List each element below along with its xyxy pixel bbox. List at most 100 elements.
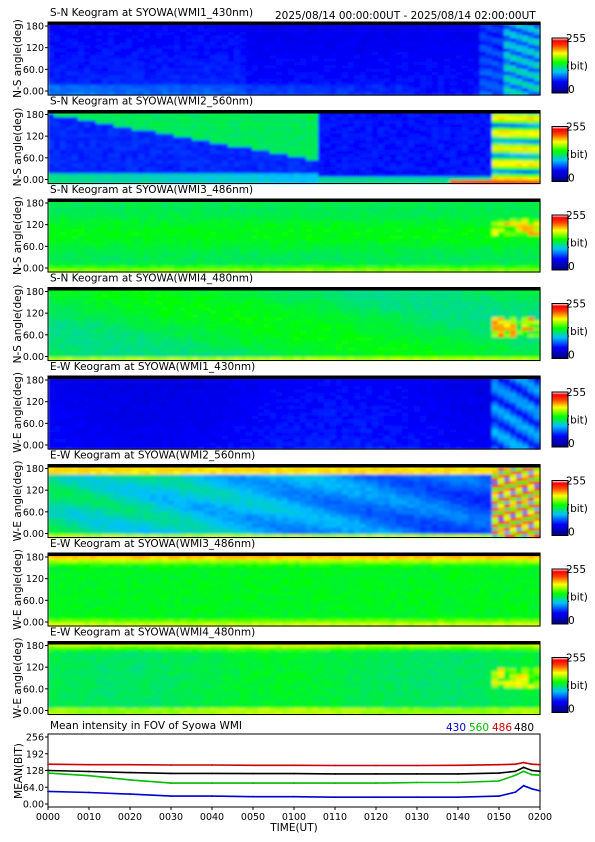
mean-point-486 (129, 764, 131, 766)
keogram-y-tick-label: 60.0 (23, 153, 44, 164)
keogram-y-tick-label: 0.00 (23, 352, 44, 363)
mean-panel-title: Mean intensity in FOV of Syowa WMI (50, 720, 242, 732)
colorbar-unit-label: (bit) (566, 238, 588, 250)
colorbar-max-label: 255 (566, 476, 586, 488)
mean-point-486 (531, 763, 533, 765)
keogram-y-tick-label: 0.00 (23, 706, 44, 717)
keogram-image (48, 199, 541, 273)
mean-x-tick-label: 0140 (446, 812, 470, 823)
mean-y-label: MEAN(BIT) (13, 743, 25, 799)
legend-label-430: 430 (446, 722, 466, 734)
mean-point-486 (457, 764, 459, 766)
mean-point-560 (515, 774, 517, 776)
keogram-title: E-W Keogram at SYOWA(WMI2_560nm) (50, 450, 255, 462)
mean-point-430 (47, 791, 49, 793)
mean-x-tick-label: 0000 (36, 812, 60, 823)
keogram-y-tick-label: 180 (26, 22, 44, 33)
keogram-title: S-N Keogram at SYOWA(WMI4_480nm) (50, 273, 253, 285)
mean-point-486 (293, 764, 295, 766)
mean-point-486 (523, 762, 525, 764)
keogram-y-tick-label: 120 (26, 220, 44, 231)
keogram-y-tick-label: 120 (26, 43, 44, 54)
mean-point-480 (539, 770, 541, 772)
keogram-panel: S-N Keogram at SYOWA(WMI4_480nm) 180 120 60… (12, 273, 588, 364)
keogram-y-tick-label: 60.0 (23, 684, 44, 695)
mean-point-560 (375, 782, 377, 784)
keogram-title: S-N Keogram at SYOWA(WMI2_560nm) (50, 96, 253, 108)
keogram-image (48, 111, 541, 185)
colorbar-min-label: 0 (568, 350, 575, 362)
colorbar-unit-label: (bit) (566, 592, 588, 604)
keogram-image (48, 22, 541, 96)
mean-point-480 (416, 773, 418, 775)
colorbar-max-label: 255 (566, 299, 586, 311)
keogram-y-label: W-E angle(deg) (12, 549, 24, 630)
mean-point-560 (539, 774, 541, 776)
colorbar-max-label: 255 (566, 122, 586, 134)
mean-x-tick-label: 0110 (323, 812, 347, 823)
keogram-y-tick-label: 120 (26, 663, 44, 674)
keogram-y-tick-label: 0.00 (23, 618, 44, 629)
keogram-y-tick-label: 60.0 (23, 419, 44, 430)
colorbar-unit-label: (bit) (566, 326, 588, 338)
mean-x-tick-label: 0130 (405, 812, 429, 823)
legend-label-480: 480 (514, 722, 534, 734)
keogram-title: E-W Keogram at SYOWA(WMI1_430nm) (50, 361, 255, 373)
keogram-y-tick-label: 180 (26, 464, 44, 475)
mean-x-tick-label: 0020 (118, 812, 142, 823)
mean-point-560 (129, 779, 131, 781)
colorbar-max-label: 255 (566, 210, 586, 222)
keogram-y-tick-label: 60.0 (23, 242, 44, 253)
mean-y-tick-label: 64.0 (23, 783, 44, 794)
keogram-y-label: W-E angle(deg) (12, 372, 24, 453)
mean-point-430 (531, 788, 533, 790)
keogram-y-tick-label: 120 (26, 574, 44, 585)
colorbar-min-label: 0 (568, 615, 575, 627)
legend-label-486: 486 (492, 722, 512, 734)
mean-point-560 (252, 782, 254, 784)
keogram-y-tick-label: 0.00 (23, 87, 44, 98)
mean-point-560 (293, 782, 295, 784)
colorbar-unit-label: (bit) (566, 149, 588, 161)
mean-point-486 (170, 764, 172, 766)
colorbar-max-label: 255 (566, 387, 586, 399)
mean-point-480 (170, 773, 172, 775)
keogram-y-tick-label: 0.00 (23, 264, 44, 275)
keogram-image (48, 376, 541, 450)
keogram-y-tick-label: 120 (26, 397, 44, 408)
keogram-title: S-N Keogram at SYOWA(WMI3_486nm) (50, 184, 253, 196)
colorbar-unit-label: (bit) (566, 680, 588, 692)
colorbar-max-label: 255 (566, 653, 586, 665)
mean-point-486 (416, 765, 418, 767)
mean-point-430 (515, 791, 517, 793)
keogram-panel: S-N Keogram at SYOWA(WMI2_560nm)18012060… (12, 96, 588, 187)
mean-point-486 (252, 764, 254, 766)
mean-point-486 (211, 764, 213, 766)
keogram-panel: E-W Keogram at SYOWA(WMI4_480nm) 180 120 60… (12, 627, 588, 719)
mean-y-tick-label: 192 (26, 749, 44, 760)
mean-y-tick-label: 128 (26, 766, 44, 777)
mean-point-480 (334, 773, 336, 775)
mean-point-430 (498, 795, 500, 797)
mean-point-486 (47, 763, 49, 765)
keogram-y-tick-label: 120 (26, 309, 44, 320)
keogram-title: E-W Keogram at SYOWA(WMI3_486nm) (50, 538, 255, 550)
mean-point-480 (129, 772, 131, 774)
mean-point-486 (539, 764, 541, 766)
colorbar-min-label: 0 (568, 173, 575, 185)
keogram-y-label: N-S angle(deg) (12, 108, 24, 187)
mean-x-tick-label: 0150 (487, 812, 511, 823)
mean-x-tick-label: 0030 (159, 812, 183, 823)
mean-x-label: TIME(UT) (269, 822, 318, 834)
mean-x-tick-label: 0040 (200, 812, 224, 823)
colorbar-unit-label: (bit) (566, 415, 588, 427)
mean-point-486 (375, 765, 377, 767)
mean-x-tick-label: 0200 (528, 812, 552, 823)
keogram-y-tick-label: 180 (26, 376, 44, 387)
keogram-title: E-W Keogram at SYOWA(WMI4_480nm) (50, 627, 255, 639)
keogram-image (48, 642, 541, 716)
colorbar-min-label: 0 (568, 704, 575, 716)
colorbar-min-label: 0 (568, 438, 575, 450)
mean-legend: 430 560 486 480 (446, 722, 534, 734)
